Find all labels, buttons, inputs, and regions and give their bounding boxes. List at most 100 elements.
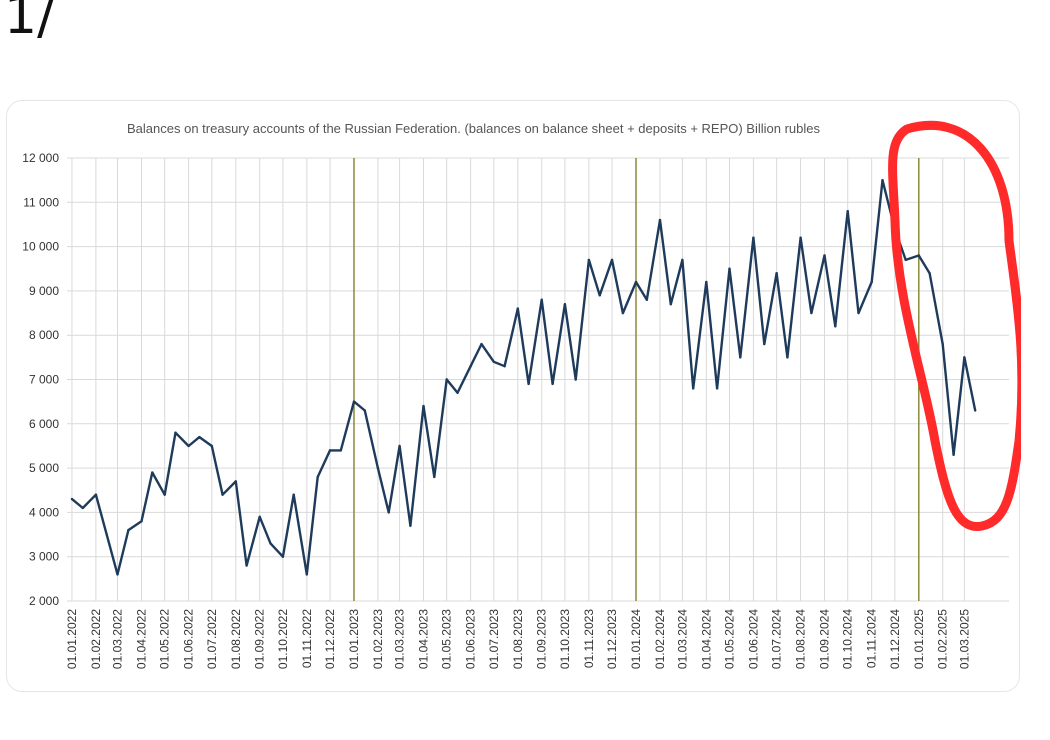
data-point	[574, 378, 577, 381]
y-tick-label: 2 000	[29, 594, 59, 608]
grid	[67, 157, 1009, 602]
x-tick-label: 01.06.2024	[746, 609, 760, 669]
data-point	[127, 528, 130, 532]
data-point	[870, 280, 873, 284]
data-point	[445, 378, 448, 381]
data-point	[433, 475, 436, 479]
data-point	[174, 431, 177, 434]
x-tick-label: 01.09.2023	[535, 609, 549, 669]
data-point	[551, 382, 554, 386]
data-point	[376, 466, 380, 470]
y-tick-label: 4 000	[29, 505, 59, 519]
chart-card: Balances on treasury accounts of the Rus…	[6, 100, 1021, 692]
y-tick-label: 3 000	[29, 550, 59, 564]
data-point	[681, 258, 684, 262]
data-points	[70, 178, 977, 576]
highlight-circle-annotation	[888, 120, 1021, 531]
data-point	[81, 506, 84, 510]
data-point	[316, 475, 319, 479]
data-point	[516, 307, 519, 310]
data-point	[339, 449, 343, 452]
data-point	[105, 533, 108, 536]
data-point	[881, 178, 884, 182]
data-point	[527, 382, 530, 386]
data-point	[728, 267, 731, 270]
x-tick-label: 01.07.2022	[205, 609, 219, 669]
x-tick-label: 01.05.2022	[158, 609, 172, 669]
data-point	[409, 524, 412, 527]
data-point	[258, 515, 261, 519]
data-point	[669, 302, 672, 306]
x-tick-label: 01.01.2023	[347, 609, 361, 669]
x-tick-label: 01.06.2023	[464, 609, 478, 669]
x-tick-label: 01.04.2023	[417, 609, 431, 669]
data-point	[563, 302, 567, 306]
data-point	[928, 271, 931, 275]
data-point	[245, 564, 248, 567]
x-axis: 01.01.2022 01.02.2022 01.03.2022 01.04.2022…	[65, 609, 971, 669]
y-tick-label: 6 000	[29, 417, 59, 431]
data-point	[398, 444, 401, 448]
data-point	[799, 236, 802, 239]
line-chart: Balances on treasury accounts of the Rus…	[22, 120, 1021, 669]
data-point	[634, 280, 638, 284]
x-tick-label: 01.02.2023	[371, 609, 385, 669]
data-point	[786, 356, 789, 359]
series-line	[71, 179, 977, 576]
x-tick-label: 01.11.2023	[582, 609, 596, 668]
x-tick-label: 01.03.2022	[111, 609, 125, 669]
y-axis: 2 000 3 000 4 000 5 000 6 000 7 000 8 000 9 000…	[22, 151, 59, 608]
data-point	[363, 409, 366, 412]
x-tick-label: 01.07.2024	[770, 609, 784, 669]
x-tick-label: 01.08.2023	[511, 609, 525, 669]
data-point	[503, 365, 506, 368]
x-tick-label: 01.10.2022	[276, 609, 290, 669]
post-number: 1/	[4, 0, 55, 46]
data-point	[234, 480, 237, 483]
x-tick-label: 01.03.2023	[393, 609, 407, 669]
x-tick-label: 01.05.2023	[440, 609, 454, 669]
data-point	[116, 573, 119, 576]
data-point	[456, 391, 459, 394]
data-point	[492, 360, 496, 363]
x-tick-label: 01.07.2023	[487, 609, 501, 669]
x-tick-label: 01.09.2022	[253, 609, 267, 669]
data-point	[810, 311, 813, 315]
data-point	[621, 311, 625, 315]
x-tick-label: 01.12.2024	[888, 609, 902, 669]
y-tick-label: 8 000	[29, 328, 59, 342]
y-tick-label: 11 000	[23, 195, 59, 209]
data-point	[422, 404, 425, 408]
data-point	[151, 471, 154, 474]
data-point	[846, 209, 849, 213]
data-point	[973, 409, 977, 412]
data-point	[305, 573, 309, 576]
x-tick-label: 01.02.2024	[653, 609, 667, 669]
x-tick-label: 01.09.2024	[818, 609, 832, 669]
x-tick-label: 01.04.2022	[134, 609, 148, 669]
x-tick-label: 01.04.2024	[699, 609, 713, 669]
data-point	[752, 236, 755, 239]
data-point	[775, 271, 778, 275]
data-point	[715, 387, 719, 390]
data-point	[904, 258, 907, 262]
data-point	[163, 493, 166, 496]
data-point	[917, 254, 920, 257]
data-point	[598, 294, 601, 297]
data-point	[70, 497, 74, 501]
x-tick-label: 01.01.2022	[65, 609, 79, 669]
x-tick-label: 01.01.2025	[912, 609, 926, 669]
x-tick-label: 01.05.2024	[722, 609, 736, 669]
data-point	[187, 444, 190, 448]
data-point	[387, 511, 390, 514]
x-tick-label: 01.03.2025	[957, 609, 971, 669]
data-point	[292, 493, 295, 496]
y-tick-label: 7 000	[29, 373, 59, 387]
x-tick-label: 01.02.2025	[936, 609, 950, 669]
x-tick-label: 01.12.2022	[323, 609, 337, 669]
data-point	[823, 254, 826, 257]
x-tick-label: 01.01.2024	[629, 609, 643, 669]
data-point	[739, 356, 742, 359]
x-tick-label: 01.03.2024	[675, 609, 689, 669]
data-point	[952, 453, 955, 457]
